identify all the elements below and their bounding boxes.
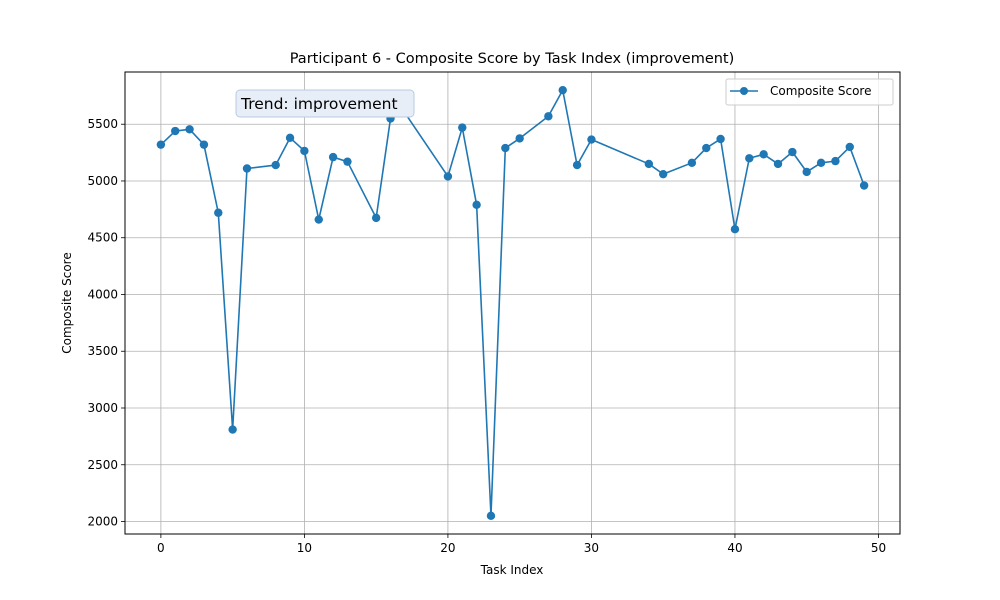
y-tick-label: 5500 [87,117,118,131]
x-tick-label: 10 [297,541,312,555]
trend-annotation-box [235,89,415,118]
data-point [788,147,797,157]
data-point [472,200,481,210]
data-point [644,159,654,169]
data-point [300,146,309,156]
legend-box [725,78,894,106]
x-tick-label: 50 [871,541,886,555]
data-point [716,134,725,144]
data-point [773,159,783,169]
data-point [572,160,582,170]
y-tick-label: 3500 [87,344,118,358]
y-tick-label: 3000 [87,401,118,415]
data-point [759,150,768,159]
y-tick-label: 5000 [87,174,118,188]
trend-annotation: Trend: improvement [235,89,415,118]
data-point [515,134,524,143]
plot-area [125,72,900,534]
data-point [702,143,711,153]
x-axis-label: Task Index [480,563,544,577]
grid [125,72,900,534]
data-point [271,160,280,170]
data-point [730,225,740,234]
y-tick-label: 4500 [87,231,118,245]
data-point [816,158,826,168]
y-tick-label: 4000 [87,287,118,301]
data-point [845,142,854,152]
data-point [214,208,223,217]
data-point [558,85,567,95]
y-tick-label: 2000 [87,515,118,529]
legend-label: Composite Score [770,84,871,98]
chart-title: Participant 6 - Composite Score by Task … [290,51,735,67]
data-point [343,157,352,166]
data-point [802,167,811,177]
data-point [371,213,381,223]
x-tick-label: 0 [157,541,165,555]
data-point [156,140,166,149]
data-point [328,152,338,162]
trend-annotation-text: Trend: improvement [240,95,398,113]
data-point [185,125,194,134]
x-tick-label: 40 [727,541,742,555]
data-point [285,133,295,143]
data-point [486,511,496,521]
legend: Composite Score [725,78,894,106]
y-axis-label: Composite Score [60,252,74,353]
data-point [458,123,467,132]
x-axis: 0 10 20 30 40 50 [157,534,886,555]
series-layer [156,85,869,521]
data-point [242,164,252,173]
data-point [544,112,553,121]
data-point [171,126,180,136]
data-point [199,140,209,149]
data-point [687,158,697,168]
data-point [831,156,840,166]
data-point [443,172,453,181]
legend-marker [740,87,748,95]
plot-frame [124,71,901,535]
x-tick-label: 30 [584,541,599,555]
y-axis: 2000 2500 3000 3500 4000 4500 5000 5500 [87,117,125,529]
data-point [228,425,237,434]
data-point [501,143,510,153]
data-point [587,135,596,144]
data-point [859,181,869,190]
x-tick-label: 20 [440,541,455,555]
data-point [745,154,754,163]
data-point [314,215,323,224]
y-tick-label: 2500 [87,458,118,472]
data-point [658,169,668,179]
